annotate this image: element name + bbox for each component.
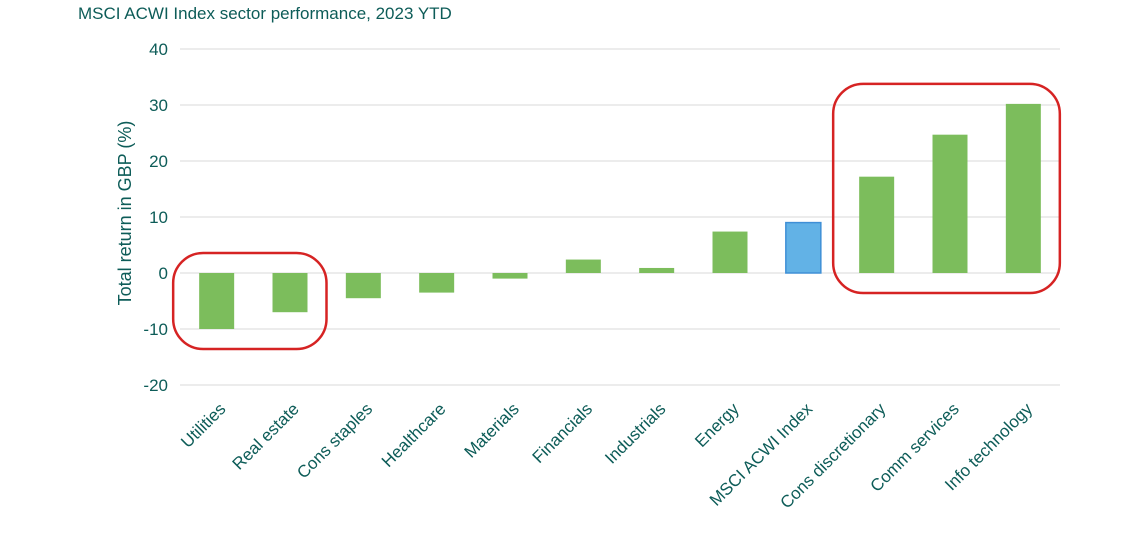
bar-energy xyxy=(712,231,748,273)
y-tick-label: -20 xyxy=(143,376,168,395)
bar-info-technology xyxy=(1005,103,1041,273)
highlight-box-1 xyxy=(171,251,328,351)
x-tick-label: Real estate xyxy=(229,399,303,473)
bar-cons-staples xyxy=(345,273,381,299)
y-tick-label: 0 xyxy=(159,264,168,283)
y-tick-label: 30 xyxy=(149,96,168,115)
x-tick-label: Healthcare xyxy=(378,399,450,471)
y-tick-label: 20 xyxy=(149,152,168,171)
highlight-box-2 xyxy=(831,82,1062,295)
y-axis-ticks: -20 -10 0 10 20 30 40 xyxy=(143,40,168,395)
bar-materials xyxy=(492,273,528,279)
bar-utilities xyxy=(199,273,235,329)
x-tick-label: Utilities xyxy=(177,399,229,451)
y-tick-label: 40 xyxy=(149,40,168,59)
bar-comm-services xyxy=(932,134,968,273)
x-tick-label: Financials xyxy=(529,399,597,467)
bar-cons-discretionary xyxy=(859,176,895,273)
bar-real-estate xyxy=(272,273,308,313)
x-tick-label: Cons staples xyxy=(293,399,376,482)
x-tick-label: Materials xyxy=(461,399,523,461)
y-tick-label: -10 xyxy=(143,320,168,339)
bar-industrials xyxy=(639,267,675,273)
gridlines xyxy=(180,48,1060,386)
bars xyxy=(199,103,1041,329)
annotations xyxy=(171,82,1062,351)
bar-financials xyxy=(565,259,601,273)
x-tick-label: Industrials xyxy=(601,399,669,467)
y-tick-label: 10 xyxy=(149,208,168,227)
x-tick-label: Energy xyxy=(691,399,743,451)
bar-healthcare xyxy=(419,273,455,293)
y-axis-title: Total return in GBP (%) xyxy=(115,121,135,306)
bar-msci-acwi-index xyxy=(785,221,822,274)
chart-title: MSCI ACWI Index sector performance, 2023… xyxy=(78,4,452,23)
